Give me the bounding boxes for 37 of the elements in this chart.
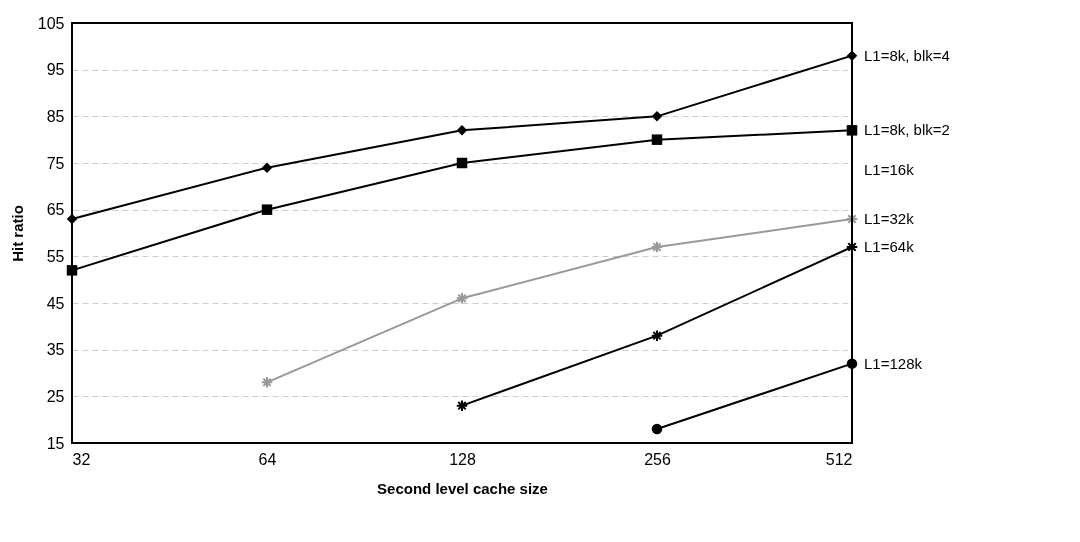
text: L1=16k xyxy=(864,161,915,178)
point xyxy=(455,399,469,412)
y-tick-label: 45 xyxy=(46,294,65,312)
x-tick-label: 32 xyxy=(72,450,91,468)
point xyxy=(261,204,273,215)
y-tick-label: 85 xyxy=(46,107,65,125)
x-tick-label: 256 xyxy=(644,450,671,468)
series-label: L1=32k xyxy=(864,210,915,227)
y-tick-label: 75 xyxy=(46,154,65,172)
series-label: L1=8k, blk=2 xyxy=(864,121,950,139)
y-tick-label: 35 xyxy=(46,341,65,359)
point xyxy=(650,240,664,254)
series-label: L1=64k xyxy=(864,238,915,255)
point xyxy=(261,162,273,173)
series-label: L1=128k xyxy=(864,354,923,372)
point xyxy=(845,212,859,226)
series-label: L1=8k, blk=4 xyxy=(864,46,950,64)
point xyxy=(455,292,469,305)
point xyxy=(845,240,859,254)
x-tick-label: 128 xyxy=(449,450,476,468)
x-tick-label: 512 xyxy=(825,450,853,468)
point xyxy=(260,376,274,389)
y-tick-label: 15 xyxy=(46,434,65,452)
point xyxy=(651,111,663,122)
point xyxy=(456,125,468,136)
point xyxy=(651,423,663,435)
x-tick-label: 64 xyxy=(258,450,277,468)
point xyxy=(651,134,663,145)
y-tick-label: 55 xyxy=(46,247,65,265)
point xyxy=(456,157,468,169)
y-axis-title: Hit ratio xyxy=(8,205,26,262)
y-tick-label: 105 xyxy=(37,14,65,32)
point xyxy=(650,329,664,342)
y-tick-label: 65 xyxy=(46,201,65,219)
y-tick-label: 95 xyxy=(46,61,65,79)
x-axis-title: Second level cache size xyxy=(377,479,548,497)
y-tick-label: 25 xyxy=(46,387,65,405)
